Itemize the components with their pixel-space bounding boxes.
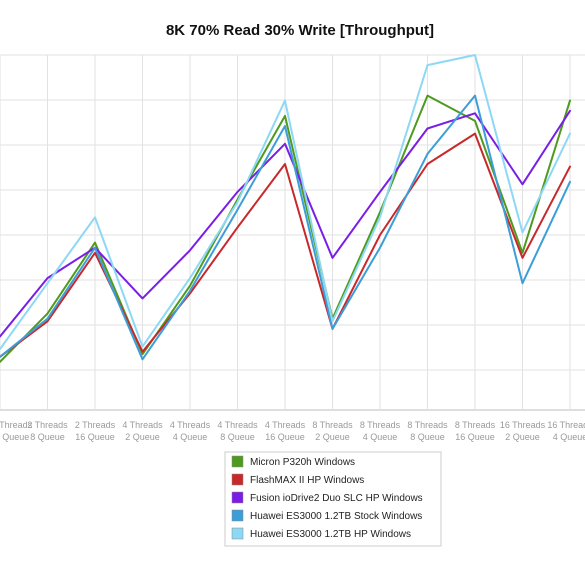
x-axis-tick-labels: 2 Threads 4 Queue 2 Threads 8 Queue 2 Thread… [0, 420, 585, 442]
x-tick-label-queue: 16 Queue [455, 432, 495, 442]
legend-swatch [231, 455, 244, 468]
x-tick-label-threads: 4 Threads [122, 420, 163, 430]
x-tick-label-threads: 8 Threads [312, 420, 353, 430]
x-tick-label-threads: 4 Threads [170, 420, 211, 430]
x-tick-label-threads: 2 Threads [0, 420, 33, 430]
x-tick-label-queue: 8 Queue [30, 432, 65, 442]
legend-label: Huawei ES3000 1.2TB Stock Windows [250, 511, 422, 522]
legend-swatch [231, 473, 244, 486]
x-tick-label-queue: 2 Queue [125, 432, 160, 442]
x-tick-label-queue: 2 Queue [315, 432, 350, 442]
x-tick-label-threads: 4 Threads [265, 420, 306, 430]
x-tick-label-threads: 8 Threads [455, 420, 496, 430]
series-lines [0, 54, 571, 363]
x-tick-label-threads: 2 Threads [27, 420, 68, 430]
series-line-4 [0, 94, 571, 361]
legend-swatch [231, 509, 244, 522]
legend-label: Huawei ES3000 1.2TB HP Windows [250, 529, 411, 540]
x-tick-label-threads: 16 Threads [547, 420, 585, 430]
legend-swatch [231, 527, 244, 540]
x-tick-label-queue: 4 Queue [173, 432, 208, 442]
x-tick-label-threads: 8 Threads [360, 420, 401, 430]
legend: Micron P320h Windows FlashMAX II HP Windo… [224, 451, 442, 547]
series-line-5 [0, 54, 571, 351]
x-tick-label-threads: 2 Threads [75, 420, 116, 430]
x-tick-label-queue: 8 Queue [220, 432, 255, 442]
x-tick-label-threads: 4 Threads [217, 420, 258, 430]
x-tick-label-queue: 4 Queue [363, 432, 398, 442]
x-tick-label-queue: 16 Queue [265, 432, 305, 442]
legend-label: Micron P320h Windows [250, 457, 355, 468]
x-tick-label-queue: 4 Queue [0, 432, 29, 442]
legend-swatch [231, 491, 244, 504]
series-line-1 [0, 94, 571, 363]
x-tick-label-threads: 8 Threads [407, 420, 448, 430]
x-tick-label-queue: 16 Queue [75, 432, 115, 442]
legend-box [224, 451, 442, 547]
x-tick-label-threads: 16 Threads [500, 420, 546, 430]
legend-label: FlashMAX II HP Windows [250, 475, 364, 486]
x-tick-label-queue: 4 Queue [553, 432, 585, 442]
legend-label: Fusion ioDrive2 Duo SLC HP Windows [250, 493, 423, 504]
series-line-2 [0, 132, 571, 358]
x-tick-label-queue: 8 Queue [410, 432, 445, 442]
chart-title: 8K 70% Read 30% Write [Throughput] [166, 22, 434, 39]
grid [0, 54, 585, 411]
x-tick-label-queue: 2 Queue [505, 432, 540, 442]
